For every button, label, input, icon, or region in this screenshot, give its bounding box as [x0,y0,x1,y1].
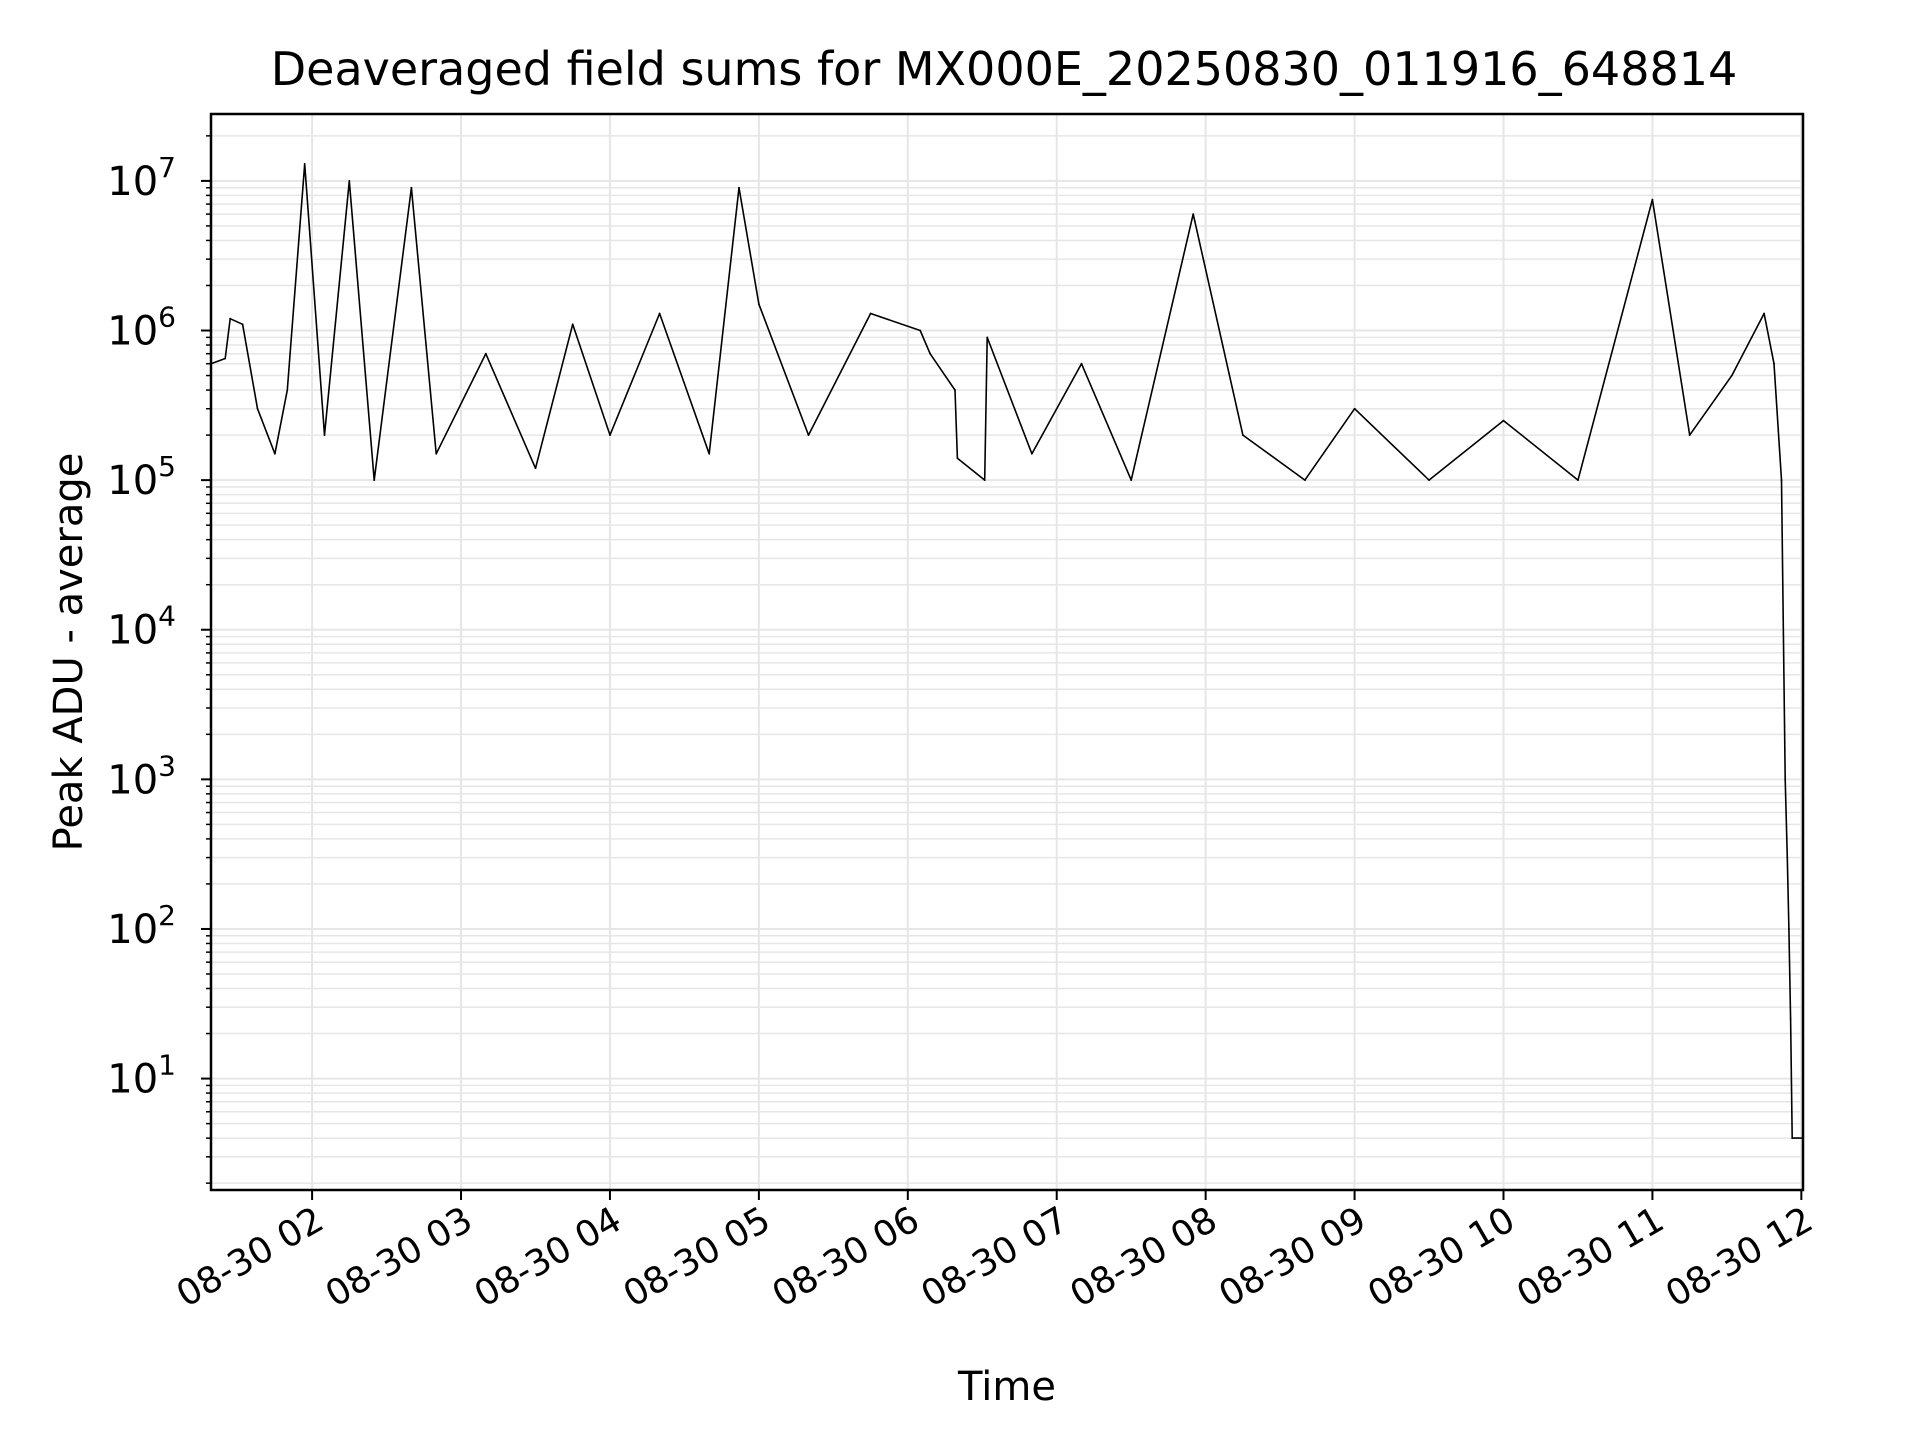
grid [211,114,1803,1190]
data-point [929,352,932,355]
y-tick-label: 107 [107,151,176,205]
data-point [241,323,244,326]
data-point [757,303,760,306]
data-layer [210,162,1804,1140]
data-point [956,457,959,460]
data-point [919,329,922,332]
y-tick-label: 106 [107,301,176,355]
data-point [1080,362,1083,365]
data-point [1784,778,1787,781]
data-point [1789,1018,1792,1020]
data-point [1502,419,1505,422]
data-point [1788,928,1790,930]
data-point [1688,434,1691,436]
data-point [869,312,872,315]
series-line [210,163,1803,1139]
data-point [1353,407,1356,410]
plot-frame [209,112,1805,1192]
data-point [708,452,711,455]
y-tick-label: 101 [107,1049,176,1103]
data-point [1428,479,1430,482]
data-point [373,479,376,482]
data-point [571,323,574,326]
data-point [273,452,276,455]
data-point [658,312,661,315]
data-point [484,352,487,355]
data-point [303,162,306,165]
data-point [286,389,289,391]
data-point [1130,479,1133,482]
data-point [1791,1137,1794,1140]
data-point [348,180,351,182]
data-point [410,186,413,189]
data-point [1192,213,1195,215]
y-tick-label: 105 [107,450,176,504]
data-point [1780,479,1783,482]
x-axis-label: Time [957,1364,1056,1410]
data-point [534,467,537,470]
data-point [1577,479,1579,482]
data-point [1773,362,1775,365]
y-tick-label: 102 [107,899,176,953]
data-point [1241,434,1244,436]
data-point [1786,856,1789,859]
data-point [224,357,227,360]
y-axis-label: Peak ADU - average [46,453,92,852]
data-point [807,434,810,436]
data-point [435,452,438,455]
y-tick-label: 103 [107,749,176,803]
data-point [229,317,232,320]
data-point [1730,374,1733,377]
data-point [1031,452,1033,455]
y-tick-label: 104 [107,600,176,654]
data-point [986,336,989,339]
data-point [609,434,611,436]
chart-title: Deaveraged field sums for MX000E_2025083… [271,42,1738,96]
data-point [1750,336,1753,339]
data-point [954,389,956,391]
data-point [256,407,259,410]
data-point [1763,312,1766,315]
data-point [1304,479,1306,482]
data-point [738,186,740,189]
data-point [983,479,986,482]
data-point [1651,198,1654,201]
data-point [323,434,326,436]
